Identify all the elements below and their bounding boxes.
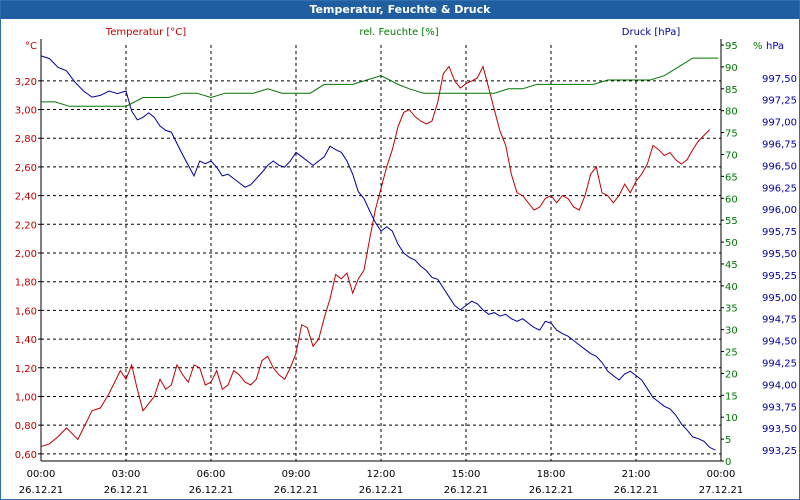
temperature-unit: °C bbox=[25, 41, 37, 52]
temperature-tick-label: 2,60 bbox=[15, 163, 37, 174]
x-tick-time: 18:00 bbox=[537, 469, 566, 480]
temperature-line bbox=[40, 65, 711, 448]
humidity-tick-label: 95 bbox=[725, 41, 738, 52]
x-tick-time: 21:00 bbox=[622, 469, 651, 480]
pressure-tick-label: 994,50 bbox=[762, 337, 797, 348]
pressure-tick-label: 995,25 bbox=[762, 271, 797, 282]
temperature-tick-label: 1,80 bbox=[15, 278, 37, 289]
x-tick-time: 09:00 bbox=[282, 469, 311, 480]
temperature-tick-label: 2,20 bbox=[15, 220, 37, 231]
pressure-tick-label: 993,50 bbox=[762, 424, 797, 435]
x-tick-time: 15:00 bbox=[452, 469, 481, 480]
humidity-tick-label: 45 bbox=[725, 260, 738, 271]
temperature-legend: Temperatur [°C] bbox=[105, 27, 186, 38]
pressure-tick-label: 995,50 bbox=[762, 249, 797, 260]
temperature-tick-label: 3,00 bbox=[15, 106, 37, 117]
humidity-tick-label: 10 bbox=[725, 413, 738, 424]
humidity-tick-label: 65 bbox=[725, 172, 738, 183]
temperature-tick-label: 2,00 bbox=[15, 249, 37, 260]
humidity-tick-label: 25 bbox=[725, 348, 738, 359]
temperature-tick-label: 1,00 bbox=[15, 392, 37, 403]
pressure-tick-label: 995,75 bbox=[762, 227, 797, 238]
pressure-tick-label: 997,00 bbox=[762, 118, 797, 129]
pressure-tick-label: 997,50 bbox=[762, 74, 797, 85]
humidity-legend: rel. Feuchte [%] bbox=[359, 27, 438, 38]
humidity-line bbox=[41, 57, 719, 107]
x-tick-date: 26.12.21 bbox=[104, 485, 149, 496]
x-tick-time: 12:00 bbox=[367, 469, 396, 480]
pressure-unit: hPa bbox=[766, 41, 784, 52]
humidity-tick-label: 80 bbox=[725, 107, 738, 118]
pressure-legend: Druck [hPa] bbox=[622, 27, 681, 38]
x-tick-time: 00:00 bbox=[707, 469, 736, 480]
pressure-tick-label: 996,75 bbox=[762, 140, 797, 151]
humidity-tick-label: 50 bbox=[725, 238, 738, 249]
temperature-tick-label: 1,60 bbox=[15, 306, 37, 317]
x-tick-date: 26.12.21 bbox=[359, 485, 404, 496]
humidity-tick-label: 20 bbox=[725, 369, 738, 380]
temperature-tick-label: 2,80 bbox=[15, 134, 37, 145]
humidity-tick-label: 35 bbox=[725, 304, 738, 315]
humidity-tick-label: 40 bbox=[725, 282, 738, 293]
humidity-unit: % bbox=[753, 41, 763, 52]
x-tick-time: 00:00 bbox=[27, 469, 56, 480]
x-tick-date: 27.12.21 bbox=[699, 485, 744, 496]
labels: 0,60 0,80 1,00 1,20 1,40 1,60 1,80 2,00 2,20 2,40… bbox=[15, 27, 797, 496]
humidity-tick-label: 90 bbox=[725, 63, 738, 74]
humidity-tick-label: 5 bbox=[725, 435, 731, 446]
humidity-tick-label: 30 bbox=[725, 326, 738, 337]
humidity-tick-label: 75 bbox=[725, 129, 738, 140]
humidity-tick-label: 55 bbox=[725, 216, 738, 227]
temperature-tick-label: 3,20 bbox=[15, 77, 37, 88]
x-tick-date: 26.12.21 bbox=[19, 485, 64, 496]
pressure-tick-label: 996,00 bbox=[762, 205, 797, 216]
temperature-tick-label: 1,20 bbox=[15, 364, 37, 375]
x-tick-date: 26.12.21 bbox=[189, 485, 234, 496]
pressure-tick-label: 994,00 bbox=[762, 380, 797, 391]
x-tick-date: 26.12.21 bbox=[444, 485, 489, 496]
temperature-tick-label: 1,40 bbox=[15, 335, 37, 346]
pressure-tick-label: 994,75 bbox=[762, 315, 797, 326]
pressure-tick-label: 994,25 bbox=[762, 358, 797, 369]
pressure-tick-label: 997,25 bbox=[762, 96, 797, 107]
grid bbox=[41, 45, 721, 461]
humidity-tick-label: 60 bbox=[725, 194, 738, 205]
x-tick-date: 26.12.21 bbox=[529, 485, 574, 496]
x-tick-time: 06:00 bbox=[197, 469, 226, 480]
temperature-tick-label: 2,40 bbox=[15, 192, 37, 203]
temperature-tick-label: 0,60 bbox=[15, 450, 37, 461]
pressure-line bbox=[40, 55, 716, 451]
x-tick-date: 26.12.21 bbox=[274, 485, 319, 496]
humidity-tick-label: 70 bbox=[725, 150, 738, 161]
x-tick-date: 26.12.21 bbox=[614, 485, 659, 496]
humidity-tick-label: 15 bbox=[725, 391, 738, 402]
humidity-tick-label: 0 bbox=[725, 457, 731, 468]
x-tick-time: 03:00 bbox=[112, 469, 141, 480]
temperature-tick-label: 0,80 bbox=[15, 421, 37, 432]
series bbox=[40, 55, 719, 451]
pressure-tick-label: 993,75 bbox=[762, 402, 797, 413]
pressure-tick-label: 995,00 bbox=[762, 293, 797, 304]
pressure-tick-label: 996,25 bbox=[762, 183, 797, 194]
humidity-tick-label: 85 bbox=[725, 85, 738, 96]
chart-title: Temperatur, Feuchte & Druck bbox=[1, 1, 799, 19]
pressure-tick-label: 993,25 bbox=[762, 446, 797, 457]
pressure-tick-label: 996,50 bbox=[762, 161, 797, 172]
axes bbox=[38, 39, 724, 462]
